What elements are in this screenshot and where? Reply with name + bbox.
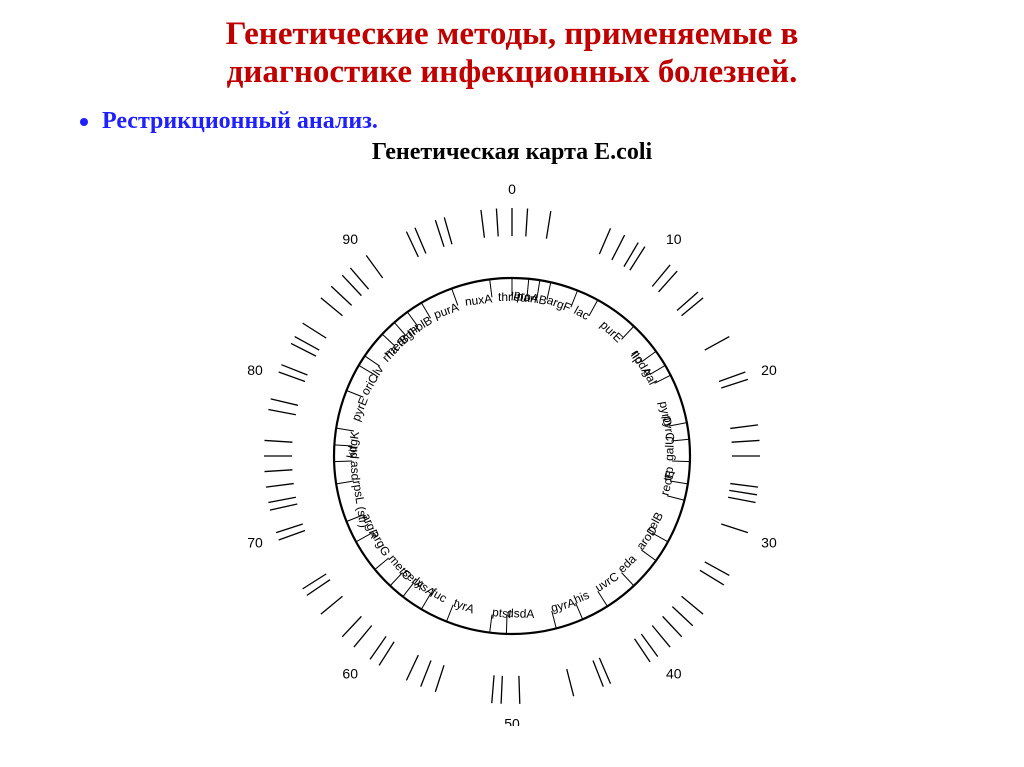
svg-text:50: 50 <box>504 715 520 726</box>
svg-text:nuxA: nuxA <box>464 291 493 308</box>
svg-text:lac: lac <box>572 303 592 323</box>
svg-text:70: 70 <box>247 534 263 550</box>
svg-text:ptsI: ptsI <box>491 605 512 621</box>
svg-text:purE: purE <box>597 318 625 346</box>
bullet-text: Рестрикционный анализ. <box>102 108 378 134</box>
title-line-2: диагностике инфекционных болезней. <box>227 54 798 90</box>
genetic-map-svg: 0102030405060708090thrleupanproABargFlac… <box>0 166 1024 726</box>
svg-text:asd: asd <box>348 461 363 481</box>
svg-text:pyrE: pyrE <box>349 395 371 423</box>
svg-text:80: 80 <box>247 362 263 378</box>
title-line-1: Генетические методы, применяемые в <box>226 16 799 52</box>
genetic-map: 0102030405060708090thrleupanproABargFlac… <box>0 166 1024 726</box>
subtitle: Генетическая карта E.coli <box>0 139 1024 166</box>
svg-text:0: 0 <box>508 181 516 197</box>
svg-text:gyrA: gyrA <box>549 595 576 615</box>
svg-text:argF: argF <box>545 293 573 315</box>
bullet-item: Рестрикционный анализ. <box>80 108 1024 135</box>
svg-text:galU: galU <box>662 436 677 461</box>
svg-text:40: 40 <box>666 665 682 681</box>
svg-text:uvrC: uvrC <box>592 569 621 595</box>
svg-text:rpsL (str): rpsL (str) <box>350 479 371 528</box>
svg-text:60: 60 <box>342 665 358 681</box>
svg-text:10: 10 <box>666 231 682 247</box>
svg-text:30: 30 <box>761 534 777 550</box>
svg-text:eda: eda <box>615 551 639 575</box>
svg-text:purA: purA <box>432 300 461 322</box>
svg-text:tyrA: tyrA <box>452 596 477 617</box>
svg-text:90: 90 <box>342 231 358 247</box>
svg-text:20: 20 <box>761 362 777 378</box>
bullet-dot <box>80 118 88 126</box>
